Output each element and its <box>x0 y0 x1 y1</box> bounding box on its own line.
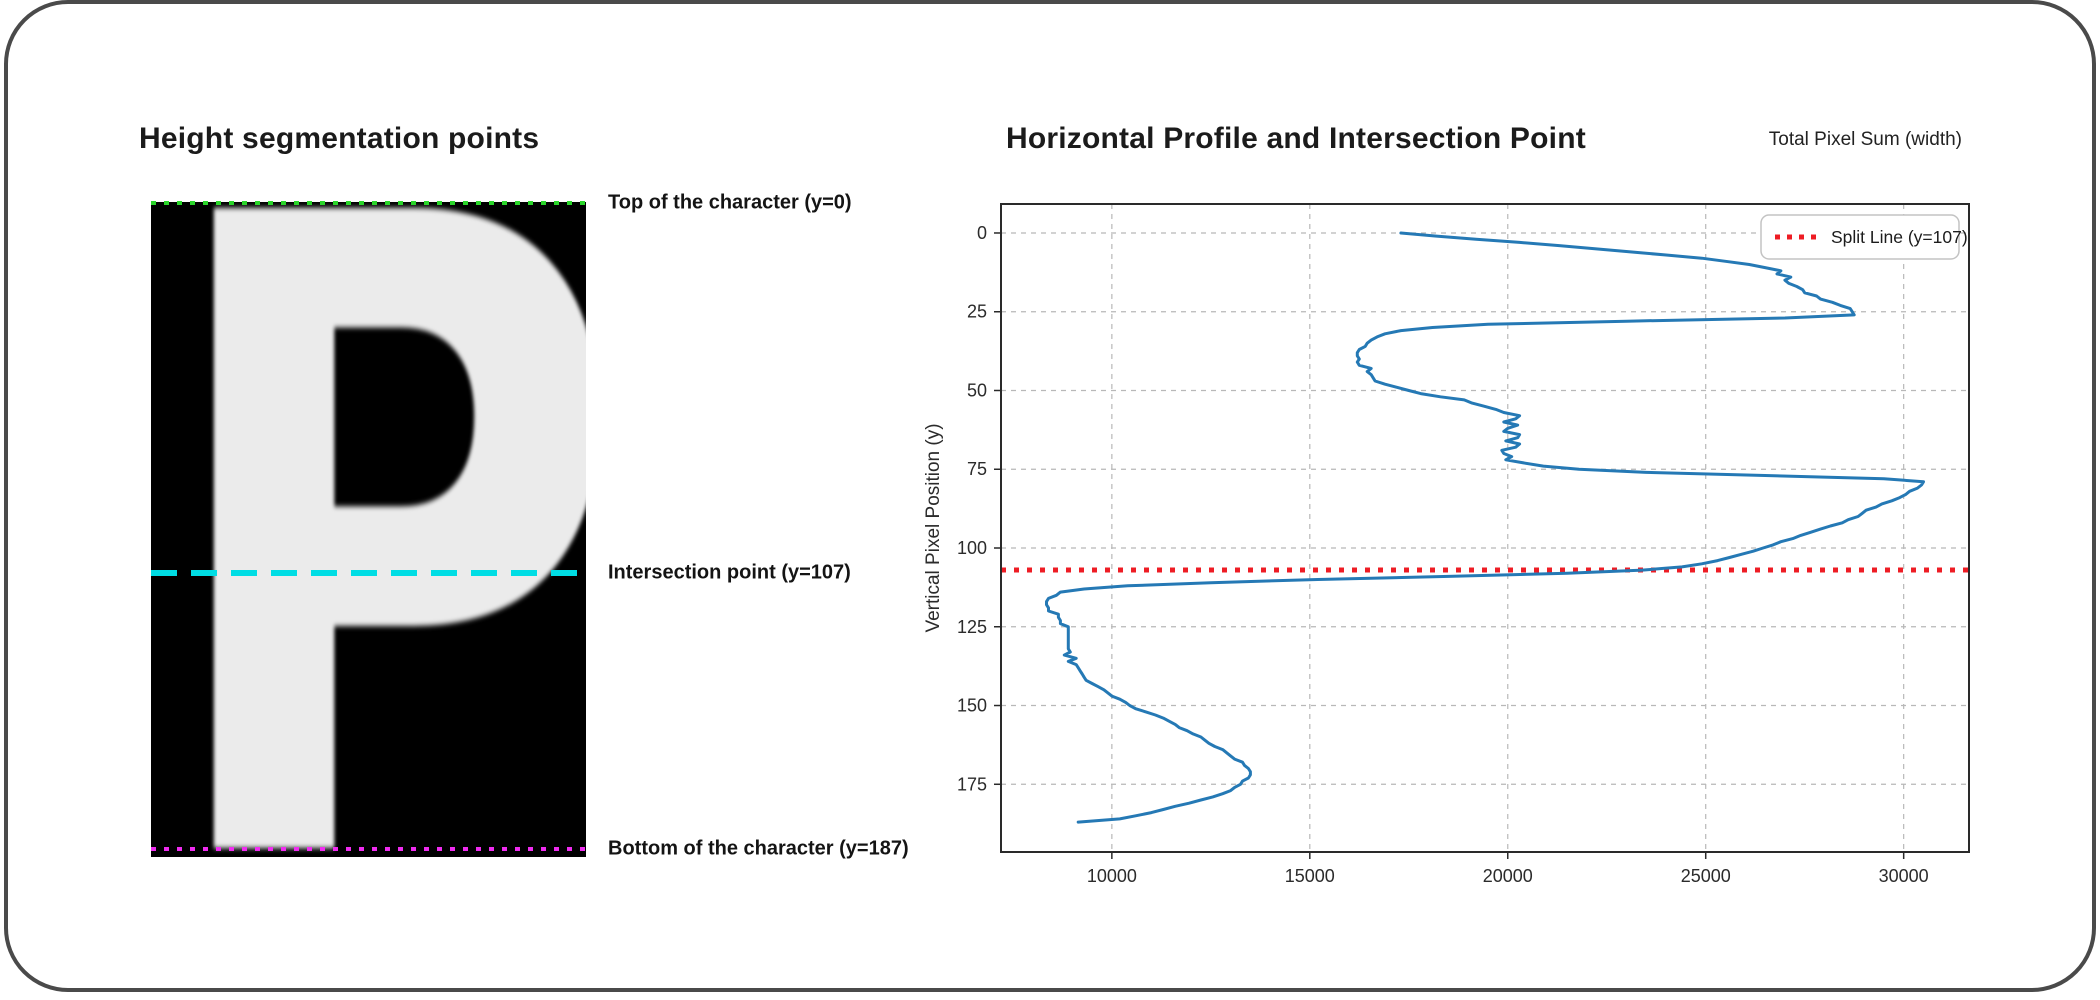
chart-canvas: 10000 15000 20000 25000 30000 0 25 50 75 100 125 15… <box>923 203 1970 886</box>
y-tick-label: 75 <box>967 459 987 479</box>
right-panel-title: Horizontal Profile and Intersection Poin… <box>1006 122 1586 155</box>
y-tick-label: 175 <box>957 774 987 794</box>
marker-line-bottom <box>151 847 586 851</box>
x-tick-label: 10000 <box>1087 866 1137 886</box>
plot-border <box>1000 203 1970 853</box>
y-tick-label: 125 <box>957 617 987 637</box>
y-axis-label: Vertical Pixel Position (y) <box>923 423 944 632</box>
character-image: P Top of the character (y=0) Intersection… <box>151 35 909 988</box>
y-tick-label: 0 <box>977 223 987 243</box>
x-tick-label: 20000 <box>1483 866 1533 886</box>
x-tick-label: 25000 <box>1681 866 1731 886</box>
figure-card: Height segmentation points Horizontal Pr… <box>4 0 2096 992</box>
y-tick-label: 25 <box>967 302 987 322</box>
legend-box <box>1760 214 1960 260</box>
profile-line <box>1045 231 1925 824</box>
horizontal-profile-chart: 10000 15000 20000 25000 30000 0 25 50 75 100 125 15… <box>923 203 1970 886</box>
svg-text:P: P <box>155 202 586 857</box>
x-tick-label: 30000 <box>1879 866 1929 886</box>
y-tick-label: 100 <box>957 538 987 558</box>
left-panel-title: Height segmentation points <box>139 122 540 155</box>
x-tick-label: 15000 <box>1285 866 1335 886</box>
marker-label: Top of the character (y=0) <box>608 191 852 214</box>
legend-label: Split Line (y=107) <box>1831 227 1968 247</box>
marker-line-top <box>151 201 586 205</box>
letter-p-glyph: P <box>151 35 625 988</box>
y-tick-label: 150 <box>957 696 987 716</box>
marker-label: Bottom of the character (y=187) <box>608 837 909 860</box>
y-tick-label: 50 <box>967 380 987 400</box>
marker-label: Intersection point (y=107) <box>608 561 851 584</box>
marker-line-intersection <box>151 569 586 576</box>
x-axis-corner-label: Total Pixel Sum (width) <box>1768 129 1962 150</box>
